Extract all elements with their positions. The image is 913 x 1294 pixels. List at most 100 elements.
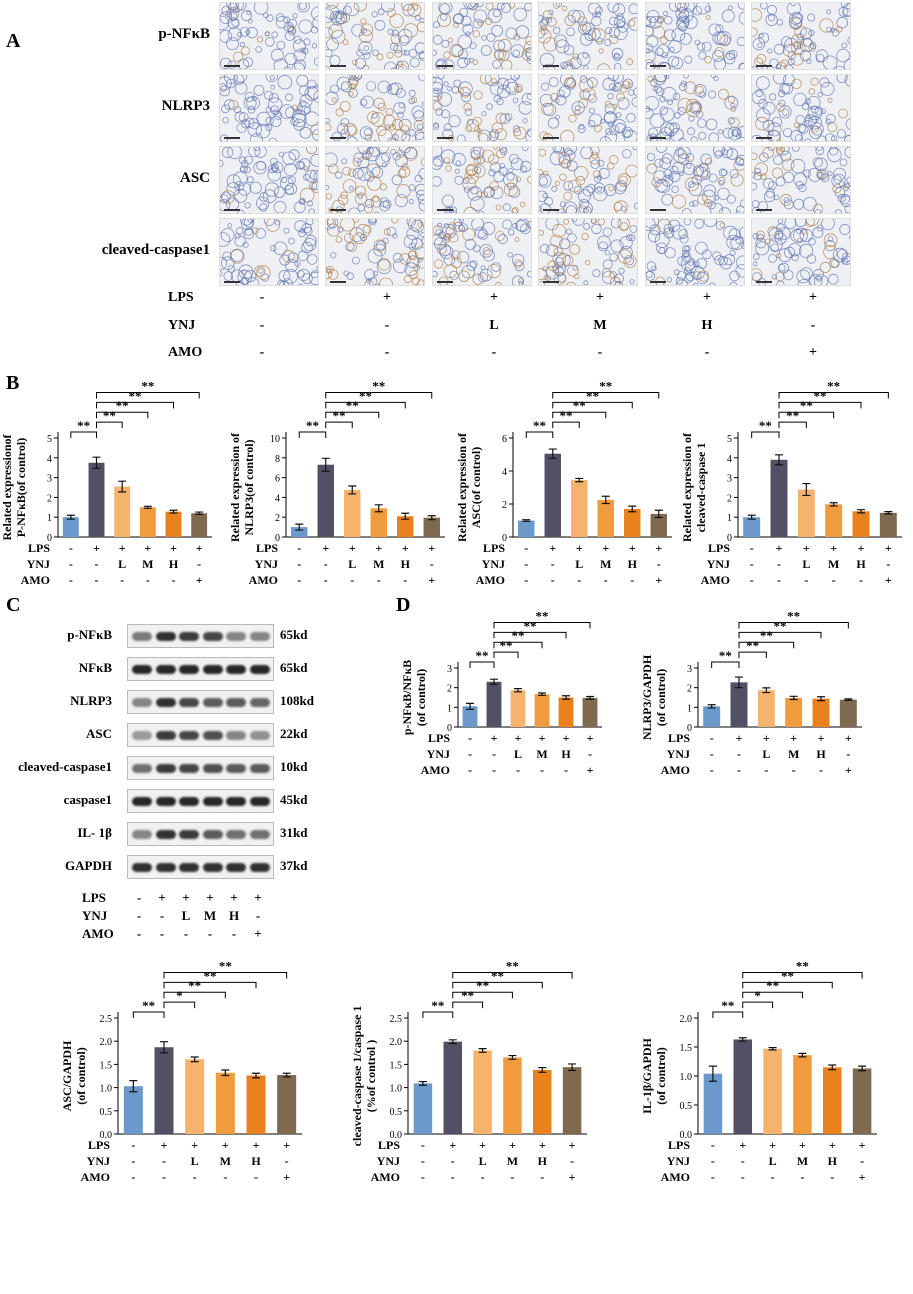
error-bar: [735, 676, 743, 689]
ihc-row-label: NLRP3: [161, 98, 210, 114]
tissue-texture: [539, 3, 637, 69]
condition-value: +: [830, 541, 837, 555]
error-bar: [66, 514, 75, 520]
y-tick-label: 4: [502, 467, 507, 478]
blot-strip: [127, 756, 274, 780]
blot-condition-value: +: [158, 890, 166, 905]
blot-condition-value: M: [203, 908, 217, 923]
condition-value: -: [510, 1170, 514, 1184]
condition-label: AMO: [81, 1170, 110, 1184]
condition-value: -: [223, 1170, 227, 1184]
condition-label: LPS: [428, 731, 450, 745]
bar: [650, 513, 667, 537]
ihc-condition-value: -: [259, 318, 265, 333]
bar: [544, 453, 561, 537]
condition-value: +: [799, 1138, 806, 1152]
condition-label: LPS: [483, 541, 505, 555]
blot-strip: [127, 822, 274, 846]
y-tick-label: 2: [727, 493, 732, 504]
y-tick-label: 0: [47, 533, 52, 544]
error-bar: [92, 456, 101, 469]
condition-label: LPS: [708, 541, 730, 555]
condition-value: +: [539, 731, 546, 745]
blot-strip: [127, 657, 274, 681]
bar: [185, 1059, 205, 1134]
blot-band: [155, 698, 176, 707]
blot-band: [249, 731, 270, 740]
blot-band: [179, 698, 199, 707]
y-tick-label: 2: [447, 684, 452, 695]
significance-label: **: [476, 978, 489, 993]
y-tick-label: 0: [447, 723, 452, 734]
significance-bracket: [742, 991, 803, 999]
condition-value: -: [551, 557, 555, 571]
significance-bracket: [452, 991, 513, 999]
condition-value: +: [858, 541, 865, 555]
y-tick-label: 0.5: [390, 1107, 403, 1118]
ihc-micrograph: [538, 2, 638, 70]
ihc-micrograph: [538, 74, 638, 142]
significance-bracket: [552, 421, 580, 429]
panel-letter-d: D: [396, 594, 411, 616]
chart-b-nlrp3: 0 2 4 6 8 10 Related expression ofNLRP3(of con…: [228, 378, 453, 595]
condition-value: -: [69, 573, 73, 587]
condition-value: -: [162, 1170, 166, 1184]
condition-value: -: [162, 1154, 166, 1168]
blot-band: [179, 797, 199, 806]
ihc-row-label: ASC: [179, 170, 210, 186]
condition-value: +: [829, 1138, 836, 1152]
significance-label: **: [746, 638, 759, 653]
condition-value: -: [771, 1170, 775, 1184]
ihc-micrograph: [538, 218, 638, 286]
condition-label: YNJ: [667, 747, 690, 761]
condition-value: +: [885, 541, 892, 555]
condition-value: -: [710, 747, 714, 761]
condition-value: L: [191, 1154, 199, 1168]
tissue-texture: [326, 219, 424, 285]
blot-protein-label: cleaved-caspase1: [18, 759, 112, 774]
tissue-texture: [646, 3, 744, 69]
y-tick-label: 1.0: [680, 1072, 693, 1083]
error-bar: [190, 1056, 199, 1063]
y-tick-label: 1.5: [390, 1060, 403, 1071]
blot-band: [179, 863, 199, 872]
bar: [443, 1041, 462, 1134]
significance-bracket: [163, 1001, 196, 1009]
blot-band: [202, 863, 223, 872]
blot-condition-value: -: [207, 926, 213, 941]
bar: [785, 697, 803, 727]
significance-label: **: [536, 608, 549, 623]
condition-value: +: [549, 541, 556, 555]
blot-band: [202, 797, 223, 806]
ihc-micrograph: [645, 2, 745, 70]
blot-strip: [127, 723, 274, 747]
condition-value: -: [468, 747, 472, 761]
blot-condition-value: -: [183, 926, 189, 941]
ihc-condition-value: -: [259, 290, 265, 305]
ihc-condition-value: -: [491, 345, 497, 360]
bar: [534, 694, 550, 727]
condition-value: -: [172, 573, 176, 587]
blot-condition-label: AMO: [82, 926, 114, 941]
condition-value: -: [197, 557, 201, 571]
condition-value: M: [373, 557, 384, 571]
significance-bracket: [751, 431, 780, 438]
y-axis-label: Related expression ofcleaved-caspase 1: [680, 432, 708, 542]
error-bar: [775, 454, 783, 466]
ihc-condition-value: -: [810, 318, 816, 333]
error-bar: [768, 1046, 777, 1051]
condition-value: +: [845, 731, 852, 745]
significance-label: **: [306, 418, 319, 433]
blot-condition-value: L: [181, 908, 191, 923]
bar: [562, 1067, 582, 1134]
bar: [624, 508, 641, 537]
significance-bracket: [325, 411, 380, 419]
bar: [88, 462, 105, 537]
condition-value: +: [563, 731, 570, 745]
y-tick-label: 1.0: [100, 1084, 113, 1095]
significance-label: **: [560, 408, 573, 423]
error-bar: [418, 1080, 427, 1086]
blot-band: [226, 731, 246, 740]
condition-value: +: [763, 731, 770, 745]
